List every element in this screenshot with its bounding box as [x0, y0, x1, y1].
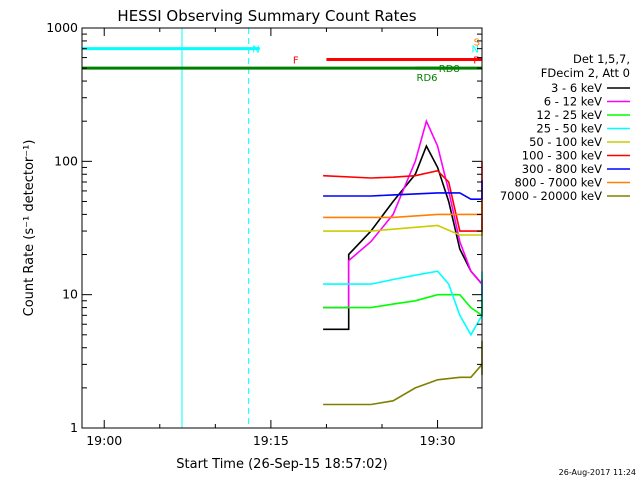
y-tick-label-2: 10: [62, 287, 78, 302]
y-axis-label: Count Rate (s⁻¹ detector⁻¹): [22, 140, 37, 317]
legend-entry-label-7: 300 - 800 keV: [522, 162, 602, 176]
generation-timestamp: 26-Aug-2017 11:24: [559, 468, 636, 477]
legend-entry-label-9: 7000 - 20000 keV: [500, 189, 602, 203]
legend-entry-label-3: 12 - 25 keV: [536, 108, 602, 122]
legend-entry-label-2: 6 - 12 keV: [544, 95, 602, 109]
x-tick-label-2: 19:15: [253, 433, 289, 448]
series-line-8: [323, 199, 483, 219]
series-line-9: [323, 340, 483, 406]
legend-entry-label-4: 25 - 50 keV: [536, 122, 602, 136]
legend-entry-label-8: 800 - 7000 keV: [514, 176, 602, 190]
vertical-markers: [181, 28, 250, 428]
flag-label-4: F: [473, 56, 479, 67]
y-tick-label-4: 1000: [46, 20, 78, 35]
x-axis-label: Start Time (26-Sep-15 18:57:02): [176, 457, 387, 472]
flag-bars: NNFFSRD8RD6: [82, 38, 482, 84]
series-lines: [323, 118, 483, 406]
legend-entry-label-5: 50 - 100 keV: [529, 135, 602, 149]
flag-label-2: N: [472, 45, 479, 56]
x-tick-label-1: 19:00: [86, 433, 122, 448]
flag-label-7: RD6: [417, 73, 438, 84]
chart-title: HESSI Observing Summary Count Rates: [117, 7, 416, 25]
y-tick-label-3: 100: [54, 153, 78, 168]
legend-entry-label-1: 3 - 6 keV: [551, 81, 602, 95]
flag-label-5: S: [474, 38, 480, 49]
y-tick-label-1: 1: [70, 420, 78, 435]
legend-entry-label-6: 100 - 300 keV: [522, 149, 602, 163]
legend-header-line-1: Det 1,5,7,: [573, 52, 630, 66]
legend-header-line-2: FDecim 2, Att 0: [541, 66, 630, 80]
flag-label-3: F: [293, 56, 299, 67]
flag-label-1: N: [252, 45, 259, 56]
axis-ticks: 19:00 19:15 19:30 1 10 100 1000: [46, 20, 482, 448]
plot-frame: [81, 27, 483, 429]
x-tick-label-3: 19:30: [420, 433, 456, 448]
